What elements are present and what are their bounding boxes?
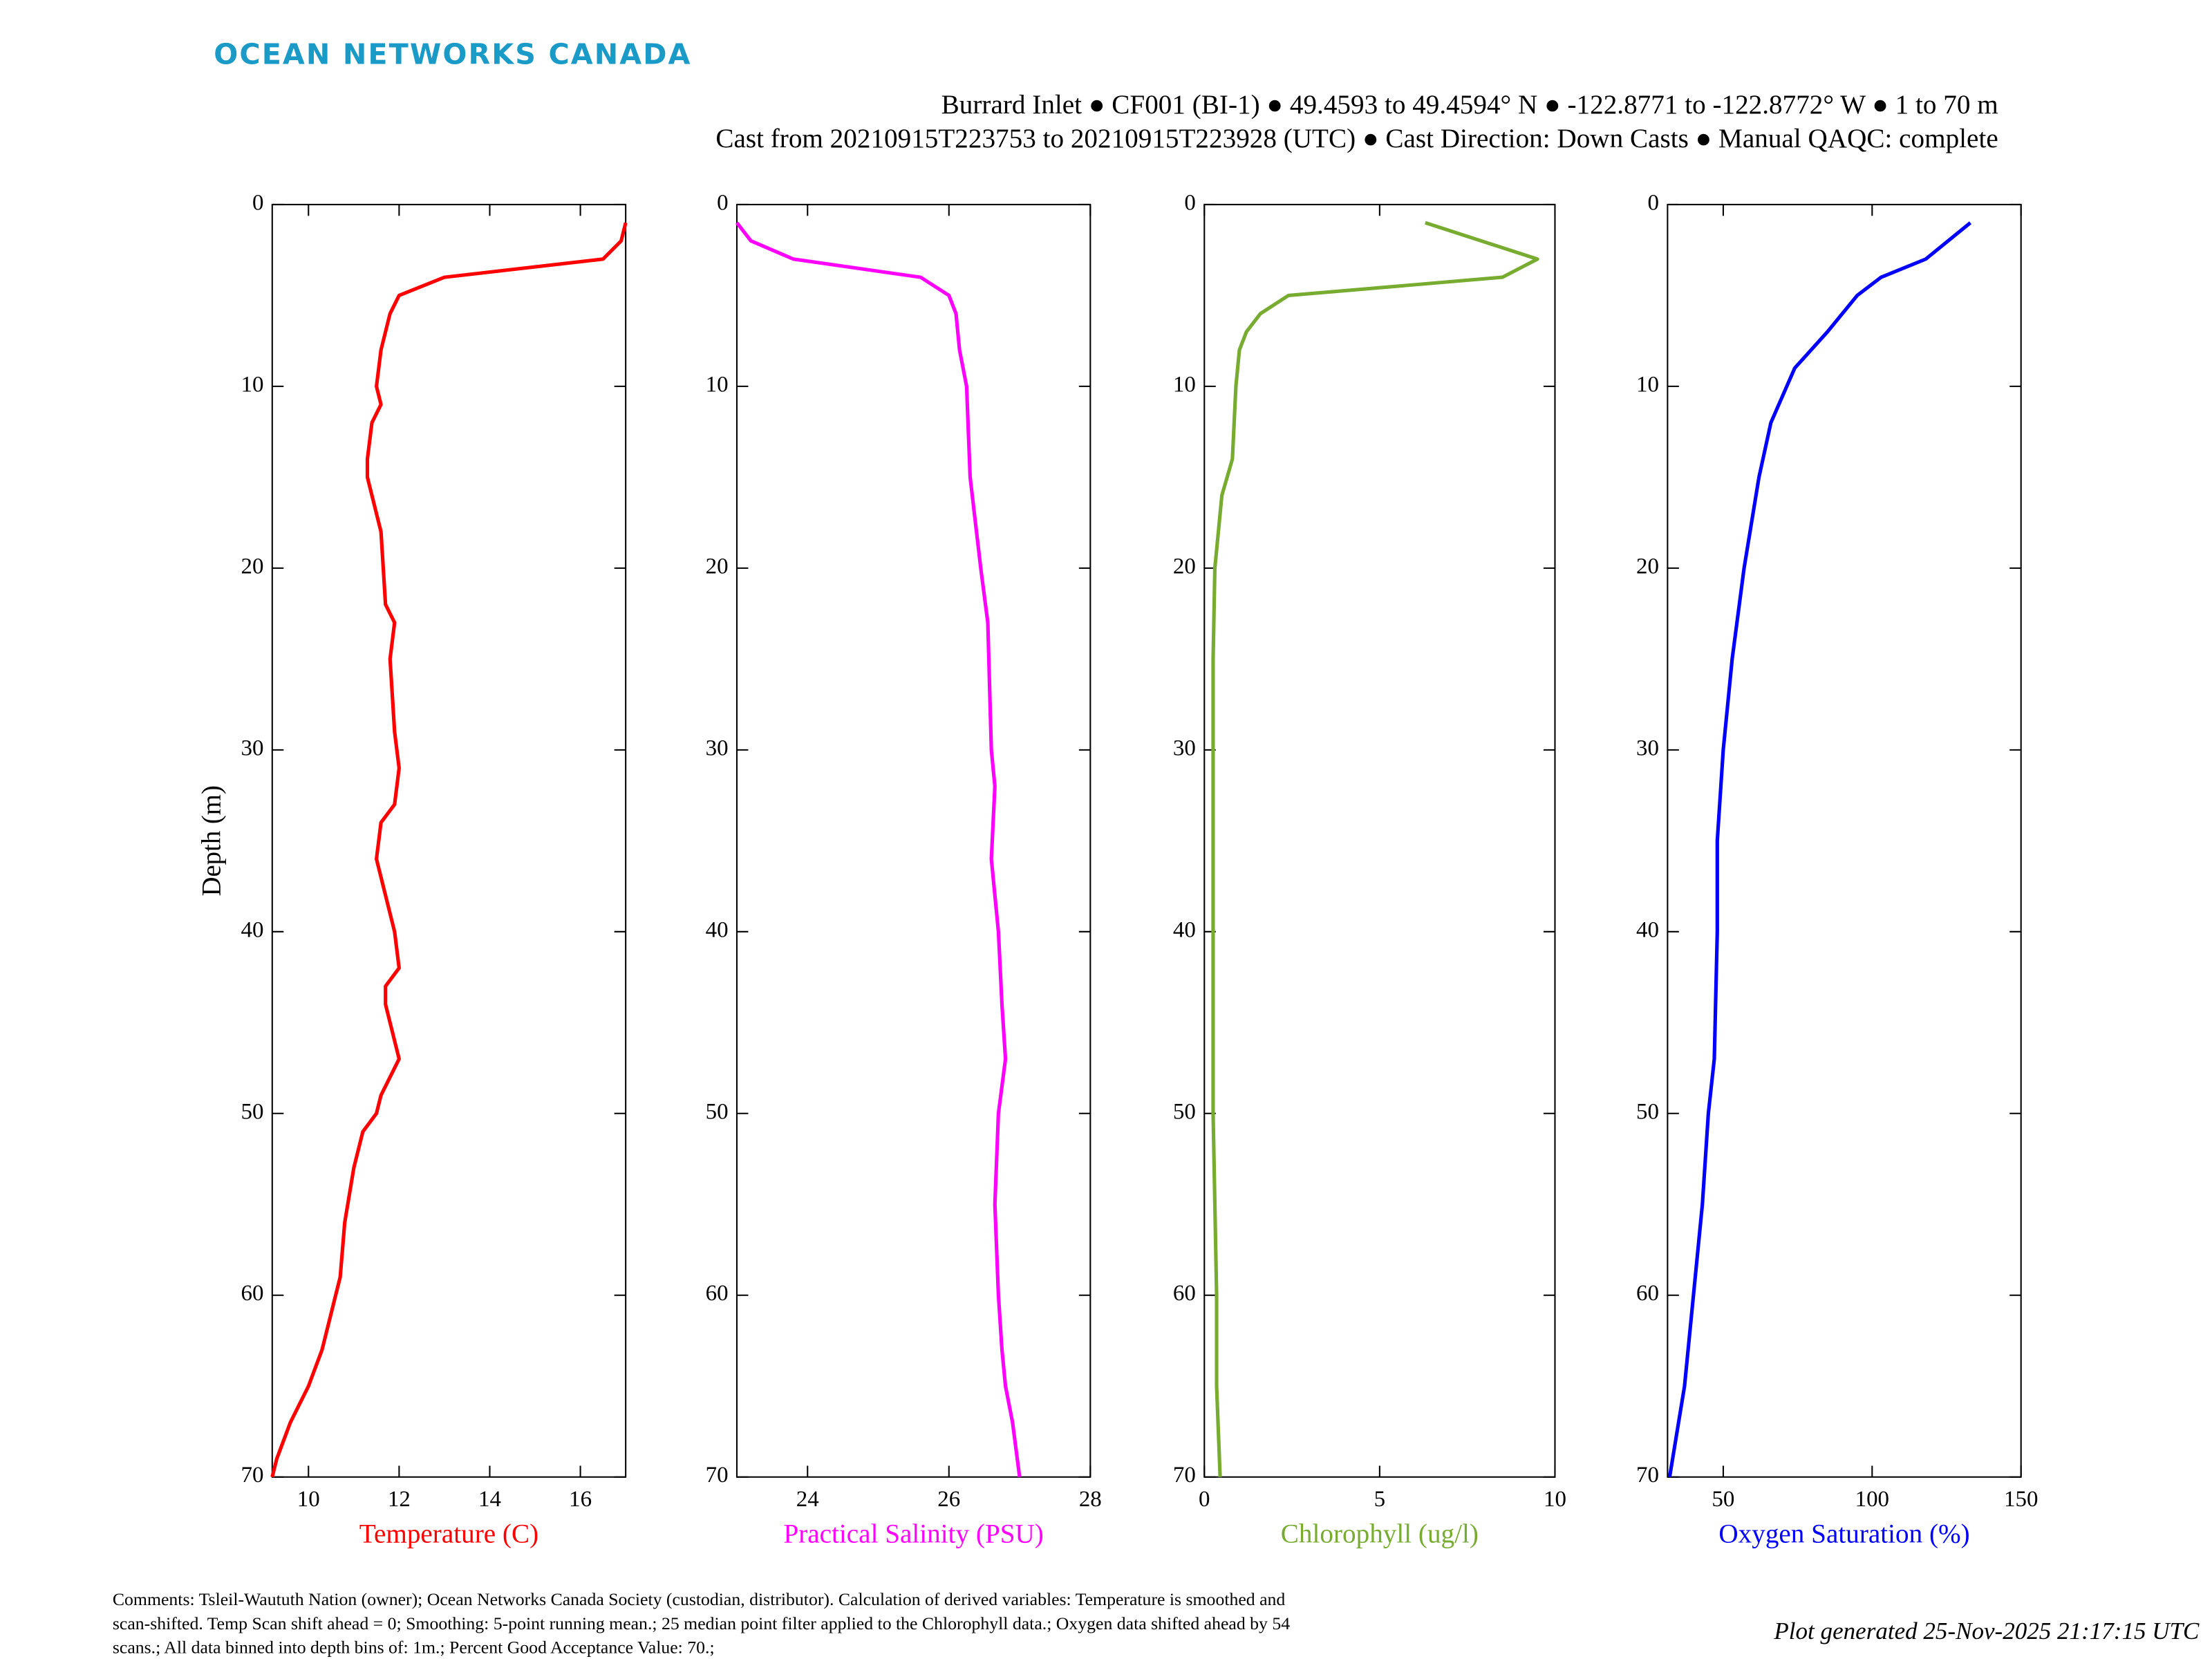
y-tick-label: 0 xyxy=(717,191,728,216)
y-tick-label: 20 xyxy=(1173,554,1196,579)
x-tick-label: 26 xyxy=(937,1487,960,1512)
y-tick-label: 60 xyxy=(706,1281,729,1306)
y-tick-label: 0 xyxy=(252,191,263,216)
x-axis-label: Temperature (C) xyxy=(359,1519,538,1549)
x-axis-label: Oxygen Saturation (%) xyxy=(1718,1519,1969,1549)
y-axis-label: Depth (m) xyxy=(196,785,226,896)
y-tick-label: 40 xyxy=(241,917,263,942)
profile-line xyxy=(270,222,628,1478)
generated-note: Plot generated 25-Nov-2025 21:17:15 UTC xyxy=(1773,1618,2200,1644)
title-line: Cast from 20210915T223753 to 20210915T22… xyxy=(715,124,1998,153)
profile-line xyxy=(735,221,1022,1478)
profile-line xyxy=(1667,221,1972,1478)
x-tick-label: 10 xyxy=(1544,1487,1566,1512)
y-tick-label: 30 xyxy=(1636,735,1659,760)
x-tick-label: 28 xyxy=(1079,1487,1102,1512)
y-tick-label: 0 xyxy=(1648,191,1659,216)
y-tick-label: 10 xyxy=(1636,373,1659,397)
plot-area xyxy=(1667,203,2022,1478)
y-tick-label: 50 xyxy=(241,1099,263,1124)
x-tick-label: 24 xyxy=(796,1487,819,1512)
y-tick-label: 10 xyxy=(241,373,263,397)
comment-line: scans.; All data binned into depth bins … xyxy=(113,1638,715,1658)
y-tick-label: 50 xyxy=(706,1099,729,1124)
comment-line: Comments: Tsleil-Waututh Nation (owner);… xyxy=(113,1589,1286,1609)
y-tick-label: 30 xyxy=(706,735,729,760)
brand: OCEAN NETWORKS CANADA xyxy=(214,38,691,71)
title-line: Burrard Inlet ● CF001 (BI-1) ● 49.4593 t… xyxy=(941,90,1998,120)
plot-area xyxy=(271,203,627,1478)
y-tick-label: 10 xyxy=(706,373,729,397)
y-tick-label: 40 xyxy=(1173,917,1196,942)
y-tick-label: 50 xyxy=(1173,1099,1196,1124)
x-tick-label: 14 xyxy=(478,1487,501,1512)
y-tick-label: 30 xyxy=(1173,735,1196,760)
x-tick-label: 10 xyxy=(297,1487,320,1512)
y-tick-label: 0 xyxy=(1184,191,1195,216)
x-axis-label: Practical Salinity (PSU) xyxy=(783,1519,1043,1549)
x-tick-label: 150 xyxy=(2004,1487,2038,1512)
x-tick-label: 50 xyxy=(1712,1487,1734,1512)
x-tick-label: 16 xyxy=(569,1487,592,1512)
y-tick-label: 60 xyxy=(1636,1281,1659,1306)
y-tick-label: 30 xyxy=(241,735,263,760)
x-tick-label: 12 xyxy=(388,1487,411,1512)
x-tick-label: 100 xyxy=(1855,1487,1889,1512)
y-tick-label: 60 xyxy=(241,1281,263,1306)
y-tick-label: 70 xyxy=(241,1463,263,1488)
y-tick-label: 70 xyxy=(706,1463,729,1488)
y-tick-label: 50 xyxy=(1636,1099,1659,1124)
y-tick-label: 20 xyxy=(706,554,729,579)
y-tick-label: 60 xyxy=(1173,1281,1196,1306)
y-tick-label: 40 xyxy=(706,917,729,942)
x-tick-label: 0 xyxy=(1199,1487,1210,1512)
comment-line: scan-shifted. Temp Scan shift ahead = 0;… xyxy=(113,1613,1290,1633)
y-tick-label: 20 xyxy=(241,554,263,579)
y-tick-label: 70 xyxy=(1636,1463,1659,1488)
y-tick-label: 10 xyxy=(1173,373,1196,397)
x-tick-label: 5 xyxy=(1374,1487,1385,1512)
x-axis-label: Chlorophyll (ug/l) xyxy=(1281,1519,1479,1549)
y-tick-label: 70 xyxy=(1173,1463,1196,1488)
plot-area xyxy=(735,203,1091,1478)
profile-line xyxy=(1211,221,1539,1477)
y-tick-label: 40 xyxy=(1636,917,1659,942)
plot-area xyxy=(1203,203,1556,1478)
y-tick-label: 20 xyxy=(1636,554,1659,579)
